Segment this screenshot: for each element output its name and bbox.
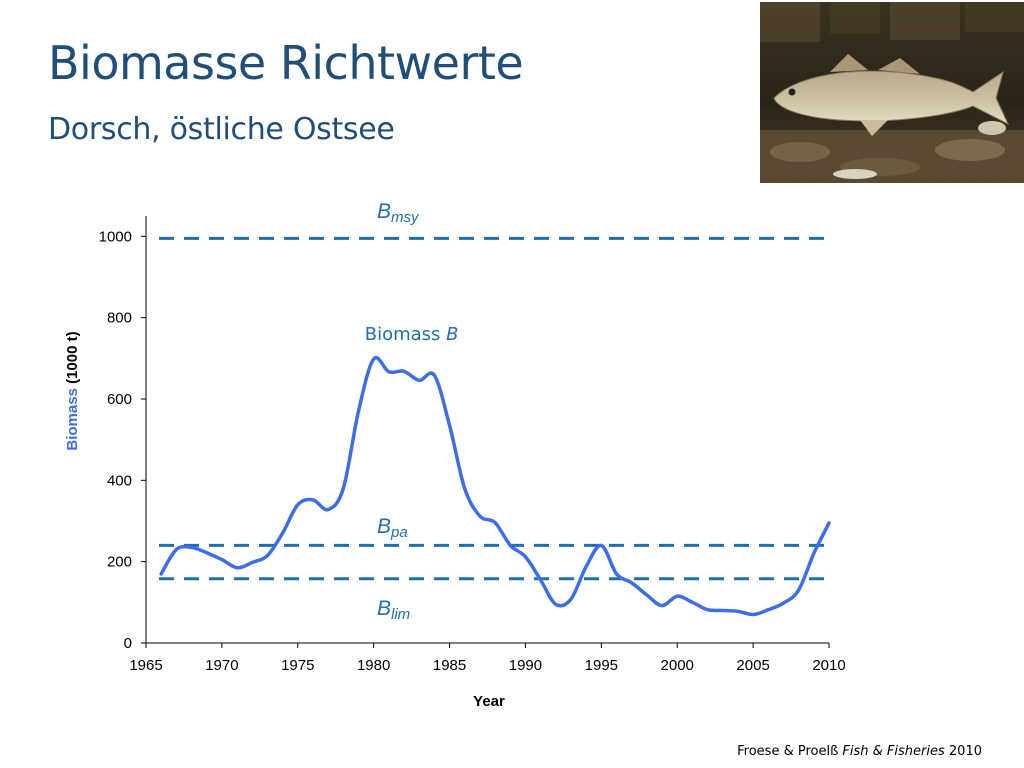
x-axis-title: Year <box>473 693 505 710</box>
reference-label-subscript: lim <box>391 606 410 623</box>
citation: Froese & Proelß Fish & Fisheries 2010 <box>737 744 982 759</box>
x-tick-label: 2000 <box>661 657 694 674</box>
y-tick-label: 400 <box>107 472 132 489</box>
reference-label-lim: Blim <box>377 597 410 623</box>
y-tick-label: 800 <box>107 310 132 327</box>
citation-year: 2010 <box>948 744 982 759</box>
x-tick-label: 1980 <box>357 657 390 674</box>
y-axis-title-main: Biomass <box>64 384 81 451</box>
slide-subtitle: Dorsch, östliche Ostsee <box>48 112 395 147</box>
y-axis-title-unit: (1000 t) <box>64 331 81 384</box>
series-annotation-symbol: B <box>446 324 458 345</box>
reference-label-symbol: B <box>377 597 391 620</box>
x-tick-label: 1985 <box>433 657 466 674</box>
fish-photo <box>760 2 1024 183</box>
series-line-biomass <box>159 355 831 617</box>
y-tick-label: 0 <box>124 635 132 652</box>
reference-label-subscript: msy <box>391 209 420 226</box>
x-tick-label: 1990 <box>509 657 542 674</box>
x-tick-label: 1970 <box>205 657 238 674</box>
reference-label-symbol: B <box>377 200 391 223</box>
x-tick-label: 2005 <box>736 657 769 674</box>
citation-authors: Froese & Proelß <box>737 744 839 759</box>
y-tick-label: 1000 <box>99 228 132 245</box>
slide-title: Biomasse Richtwerte <box>48 36 524 90</box>
citation-journal: Fish & Fisheries <box>842 744 945 759</box>
series-annotation: Biomass B <box>365 324 459 345</box>
reference-label-pa: Bpa <box>377 515 408 541</box>
x-tick-label: 2010 <box>812 657 845 674</box>
y-axis-title: Biomass (1000 t) <box>64 331 81 450</box>
y-tick-label: 600 <box>107 391 132 408</box>
y-tick-label: 200 <box>107 554 132 571</box>
reference-label-msy: Bmsy <box>377 200 420 226</box>
reference-label-subscript: pa <box>390 524 408 541</box>
x-tick-label: 1995 <box>585 657 618 674</box>
x-tick-label: 1975 <box>281 657 314 674</box>
reference-label-symbol: B <box>377 515 391 538</box>
series-annotation-text: Biomass <box>365 324 446 345</box>
x-tick-label: 1965 <box>129 657 162 674</box>
